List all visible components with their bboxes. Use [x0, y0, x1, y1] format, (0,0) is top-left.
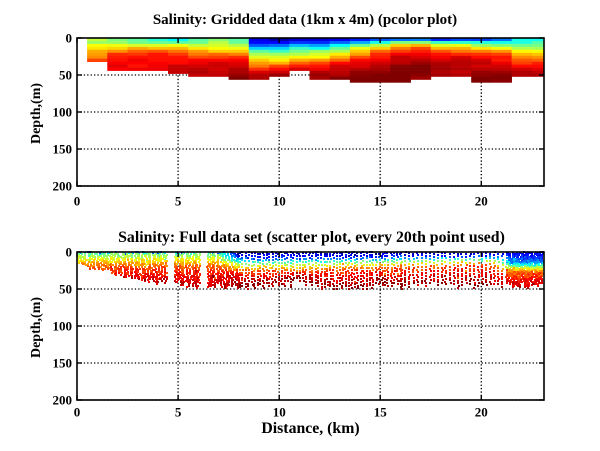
- svg-text:20: 20: [475, 405, 488, 420]
- svg-text:150: 150: [53, 356, 73, 371]
- svg-text:15: 15: [374, 405, 388, 420]
- svg-text:5: 5: [175, 405, 182, 420]
- svg-text:10: 10: [273, 194, 286, 209]
- svg-text:0: 0: [74, 405, 81, 420]
- svg-text:0: 0: [66, 245, 73, 260]
- svg-text:0: 0: [74, 194, 81, 209]
- svg-text:0: 0: [66, 31, 73, 46]
- svg-text:10: 10: [273, 405, 286, 420]
- svg-text:50: 50: [59, 68, 72, 83]
- svg-text:Depth,(m): Depth,(m): [29, 83, 44, 144]
- svg-text:150: 150: [53, 142, 73, 157]
- svg-text:100: 100: [53, 105, 73, 120]
- svg-text:20: 20: [475, 194, 488, 209]
- svg-text:15: 15: [374, 194, 388, 209]
- svg-text:100: 100: [53, 319, 73, 334]
- svg-text:50: 50: [59, 282, 72, 297]
- svg-text:200: 200: [53, 393, 73, 408]
- svg-text:5: 5: [175, 194, 182, 209]
- svg-text:Salinity: Full data set (scatt: Salinity: Full data set (scatter plot, e…: [118, 229, 505, 246]
- svg-text:200: 200: [53, 179, 73, 194]
- svg-text:Depth,(m): Depth,(m): [29, 297, 44, 358]
- svg-text:Salinity: Gridded data (1km x: Salinity: Gridded data (1km x 4m) (pcolo…: [153, 12, 457, 28]
- svg-text:Distance, (km): Distance, (km): [261, 420, 359, 437]
